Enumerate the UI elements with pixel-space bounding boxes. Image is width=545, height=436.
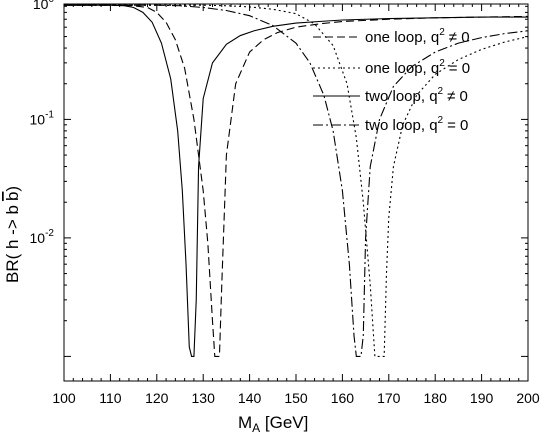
- legend-label-exponent: 2: [439, 58, 445, 69]
- y-tick-label: 10-2: [30, 228, 55, 246]
- x-tick-label: 120: [145, 390, 169, 406]
- legend-label-main: one loop, q: [365, 60, 439, 77]
- legend-label-2: one loop, q2 = 0: [365, 58, 470, 77]
- y-axis-title-close: ): [3, 186, 22, 192]
- series-layer: [64, 4, 529, 357]
- x-tick-label: 140: [238, 390, 262, 406]
- y-axis-title-bbar: b: [3, 192, 22, 201]
- x-tick-label: 180: [424, 390, 448, 406]
- legend-label-tail: ≠ 0: [449, 29, 470, 46]
- y-tick-exponent: -1: [45, 109, 54, 120]
- x-axis-title-main: M: [238, 413, 252, 432]
- y-tick-base: 10: [30, 230, 46, 246]
- x-tick-label: 200: [516, 390, 540, 406]
- series-line-3: [64, 4, 528, 357]
- series-line-1: [64, 4, 529, 357]
- y-axis-ticks: 10010-110-2: [30, 0, 528, 357]
- legend-label-main: one loop, q: [365, 29, 439, 46]
- x-tick-label: 150: [284, 390, 308, 406]
- series-line-2: [64, 4, 529, 357]
- x-tick-label: 130: [192, 390, 216, 406]
- legend-label-tail: ≠ 0: [447, 88, 468, 105]
- legend-label-main: two loop, q: [365, 117, 438, 134]
- legend-label-4: two loop, q2 = 0: [365, 115, 468, 134]
- legend-label-3: two loop, q2 ≠ 0: [365, 86, 468, 105]
- y-axis-title-main: BR( h -> b: [3, 205, 22, 283]
- y-axis-title: BR( h -> b b): [3, 186, 22, 283]
- x-tick-label: 170: [377, 390, 401, 406]
- y-tick-base: 10: [33, 0, 49, 12]
- x-tick-label: 110: [99, 390, 122, 406]
- y-tick-exponent: 0: [48, 0, 54, 5]
- legend-label-exponent: 2: [439, 27, 445, 38]
- legend-label-main: two loop, q: [365, 88, 438, 105]
- y-tick-label: 100: [33, 0, 55, 12]
- x-axis-title-subscript: A: [252, 421, 260, 435]
- x-axis-title-rest: [GeV]: [260, 413, 308, 432]
- x-tick-label: 190: [470, 390, 494, 406]
- y-tick-label: 10-1: [30, 109, 55, 127]
- series-line-4: [64, 4, 529, 357]
- x-tick-label: 160: [331, 390, 355, 406]
- x-axis-title: MA [GeV]: [238, 413, 308, 435]
- legend-label-1: one loop, q2 ≠ 0: [365, 27, 470, 46]
- x-axis-ticks: 100 110 120 130 140 150 160 170 180 190 200: [52, 4, 540, 406]
- x-tick-label: 100: [52, 390, 76, 406]
- y-tick-base: 10: [30, 111, 46, 127]
- legend-label-tail: = 0: [447, 117, 468, 134]
- legend-label-tail: = 0: [449, 60, 470, 77]
- legend-label-exponent: 2: [438, 86, 444, 97]
- legend-label-exponent: 2: [438, 115, 444, 126]
- y-tick-exponent: -2: [45, 228, 54, 239]
